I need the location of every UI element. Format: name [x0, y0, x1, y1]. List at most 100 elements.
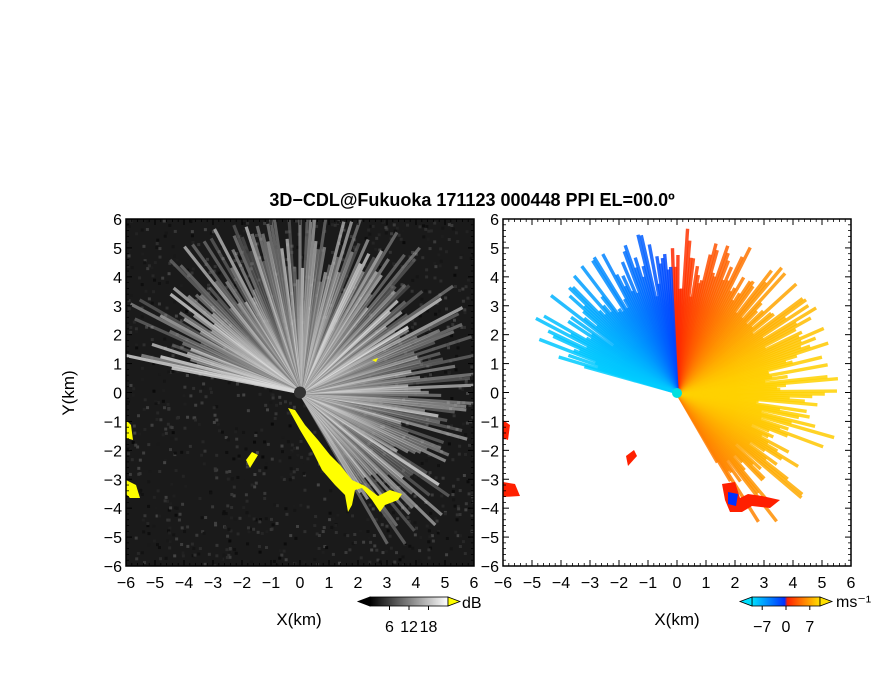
noise-pixel	[406, 223, 410, 227]
noise-pixel	[303, 473, 307, 477]
noise-pixel	[284, 230, 288, 234]
noise-pixel	[402, 241, 406, 245]
noise-pixel	[262, 472, 266, 476]
noise-pixel	[247, 530, 251, 534]
noise-pixel	[456, 534, 460, 538]
noise-pixel	[185, 309, 189, 313]
x-tick-label: −6	[117, 575, 135, 592]
noise-pixel	[247, 274, 251, 278]
noise-pixel	[367, 442, 371, 446]
velocity-colorbar-bar	[751, 596, 821, 607]
noise-pixel	[451, 489, 455, 493]
noise-pixel	[385, 524, 389, 528]
noise-pixel	[147, 297, 151, 301]
noise-pixel	[403, 542, 407, 546]
noise-pixel	[328, 518, 332, 522]
noise-pixel	[186, 268, 190, 272]
noise-pixel	[282, 477, 286, 481]
noise-pixel	[281, 435, 285, 439]
noise-pixel	[170, 436, 174, 440]
noise-pixel	[450, 334, 454, 338]
noise-pixel	[399, 237, 403, 241]
noise-pixel	[200, 453, 204, 457]
noise-pixel	[454, 368, 458, 372]
noise-pixel	[128, 472, 132, 476]
noise-pixel	[152, 362, 156, 366]
noise-pixel	[215, 543, 219, 547]
noise-pixel	[427, 529, 431, 533]
noise-pixel	[275, 403, 279, 407]
intensity-colorbar-high-arrow	[447, 596, 462, 607]
noise-pixel	[264, 386, 268, 390]
noise-pixel	[422, 235, 426, 239]
noise-pixel	[368, 483, 372, 487]
noise-pixel	[269, 389, 273, 393]
colorbar-tick-label: 18	[420, 619, 438, 636]
noise-pixel	[449, 360, 453, 364]
noise-pixel	[236, 532, 240, 536]
noise-pixel	[398, 426, 402, 430]
noise-pixel	[216, 422, 220, 426]
noise-pixel	[181, 551, 185, 555]
noise-pixel	[440, 494, 444, 498]
noise-pixel	[175, 416, 179, 420]
x-tick-label: −2	[610, 575, 628, 592]
noise-pixel	[445, 537, 449, 541]
noise-pixel	[258, 518, 262, 522]
noise-pixel	[280, 553, 284, 557]
noise-pixel	[415, 526, 419, 530]
noise-pixel	[411, 250, 415, 254]
noise-pixel	[164, 495, 168, 499]
noise-pixel	[359, 556, 363, 560]
noise-pixel	[374, 518, 378, 522]
noise-pixel	[127, 225, 131, 229]
noise-pixel	[373, 544, 377, 548]
noise-pixel	[316, 483, 320, 487]
noise-pixel	[211, 230, 215, 234]
noise-pixel	[433, 348, 437, 352]
noise-pixel	[163, 499, 167, 503]
noise-pixel	[406, 515, 410, 519]
noise-pixel	[445, 342, 449, 346]
noise-pixel	[207, 552, 211, 556]
noise-pixel	[464, 502, 468, 506]
noise-pixel	[302, 471, 306, 475]
noise-pixel	[327, 446, 331, 450]
noise-pixel	[385, 227, 389, 231]
noise-pixel	[446, 401, 450, 405]
noise-pixel	[234, 430, 238, 434]
noise-pixel	[427, 556, 431, 560]
x-tick-label: 6	[847, 575, 856, 592]
noise-pixel	[441, 226, 445, 230]
noise-pixel	[201, 530, 205, 534]
noise-pixel	[275, 521, 279, 525]
noise-pixel	[143, 259, 147, 263]
noise-pixel	[436, 464, 440, 468]
x-tick-label: 3	[383, 575, 392, 592]
noise-pixel	[292, 283, 296, 287]
noise-pixel	[467, 492, 471, 496]
noise-pixel	[447, 223, 451, 227]
noise-pixel	[420, 461, 424, 465]
noise-pixel	[222, 553, 226, 557]
noise-pixel	[458, 386, 462, 390]
noise-pixel	[344, 551, 348, 555]
noise-pixel	[201, 440, 205, 444]
noise-pixel	[330, 525, 334, 529]
noise-pixel	[293, 508, 297, 512]
noise-pixel	[226, 477, 230, 481]
noise-pixel	[172, 263, 176, 267]
noise-pixel	[446, 425, 450, 429]
noise-pixel	[455, 513, 459, 517]
noise-pixel	[199, 389, 203, 393]
noise-pixel	[445, 451, 449, 455]
noise-pixel	[203, 343, 207, 347]
noise-pixel	[228, 550, 232, 554]
noise-pixel	[214, 473, 218, 477]
noise-pixel	[244, 479, 248, 483]
noise-pixel	[186, 544, 190, 548]
noise-pixel	[258, 520, 262, 524]
noise-pixel	[146, 406, 150, 410]
noise-pixel	[369, 540, 373, 544]
noise-pixel	[230, 506, 234, 510]
